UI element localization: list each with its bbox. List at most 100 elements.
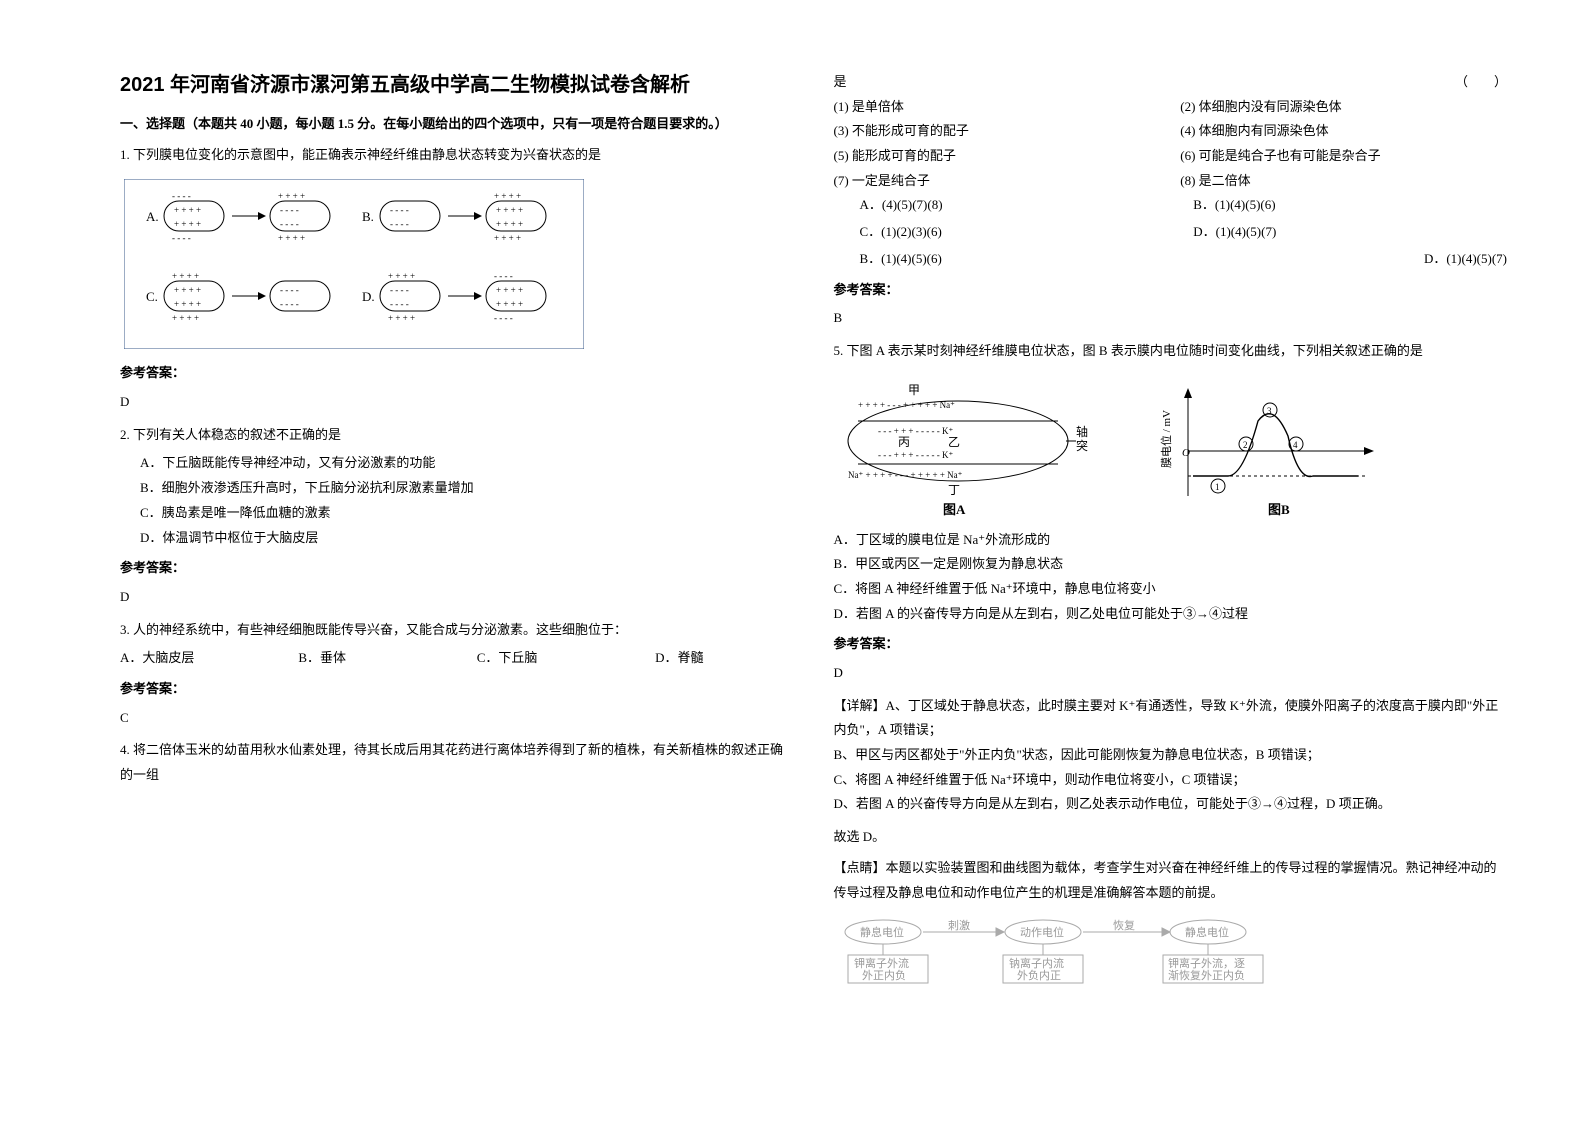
q5-text: 5. 下图 A 表示某时刻神经纤维膜电位状态，图 B 表示膜内电位随时间变化曲线…: [834, 339, 1508, 364]
svg-text:+ + + +: + + + +: [494, 191, 521, 201]
q5-explanation-5: 故选 D。: [834, 825, 1508, 850]
flow-rest1: 静息电位: [860, 925, 904, 939]
svg-text:+ + + +: + + + +: [278, 233, 305, 243]
q5-explanation-3: C、将图 A 神经纤维置于低 Na⁺环境中，则动作电位将变小，C 项错误；: [834, 768, 1508, 793]
left-column: 2021 年河南省济源市漯河第五高级中学高二生物模拟试卷含解析 一、选择题（本题…: [100, 70, 814, 1092]
q4-option-d2: D．(1)(4)(5)(7): [1193, 247, 1507, 272]
svg-text:- - - -: - - - -: [390, 285, 409, 295]
flow-na1b: 外负内正: [1017, 968, 1061, 982]
exam-title: 2021 年河南省济源市漯河第五高级中学高二生物模拟试卷含解析: [120, 70, 794, 100]
svg-text:- - - + + + - - - - - K⁺: - - - + + + - - - - - K⁺: [878, 426, 953, 436]
q4-stmt-4: (4) 体细胞内有同源染色体: [1180, 119, 1507, 144]
svg-text:+ + + +: + + + +: [496, 285, 523, 295]
svg-text:+ + + +: + + + +: [172, 271, 199, 281]
q4-option-b: B．(1)(4)(5)(6): [1193, 193, 1507, 218]
svg-text:+ + + +: + + + +: [278, 191, 305, 201]
flow-k2b: 渐恢复外正内负: [1168, 968, 1245, 982]
flow-stim: 刺激: [948, 918, 970, 932]
q5-explanation-4: D、若图 A 的兴奋传导方向是从左到右，则乙处表示动作电位，可能处于③→④过程，…: [834, 792, 1508, 817]
flow-rest2: 静息电位: [1185, 925, 1229, 939]
svg-text:+ + + +: + + + +: [172, 313, 199, 323]
svg-text:+ + + +: + + + +: [496, 205, 523, 215]
q4-stmt-5: (5) 能形成可育的配子: [834, 144, 1161, 169]
svg-text:+ + + +: + + + +: [388, 271, 415, 281]
q4-answer-label: 参考答案：: [834, 278, 1508, 303]
q3-option-a: A．大脑皮层: [120, 646, 258, 671]
q4-stmt-3: (3) 不能形成可育的配子: [834, 119, 1161, 144]
q2-option-d: D．体温调节中枢位于大脑皮层: [120, 526, 794, 551]
svg-text:B.: B.: [362, 209, 374, 224]
q5-option-a: A．丁区域的膜电位是 Na⁺外流形成的: [834, 528, 1508, 553]
flow-k2a: 钾离子外流，逐: [1168, 956, 1245, 970]
svg-text:2: 2: [1243, 440, 1248, 450]
flow-na1a: 钠离子内流: [1009, 956, 1064, 970]
q1-text: 1. 下列膜电位变化的示意图中，能正确表示神经纤维由静息状态转变为兴奋状态的是: [120, 143, 794, 168]
q4-lead: 是 （ ）: [834, 70, 1508, 95]
svg-text:3: 3: [1267, 406, 1272, 416]
q2-option-a: A．下丘脑既能传导神经冲动，又有分泌激素的功能: [120, 451, 794, 476]
flow-action: 动作电位: [1020, 925, 1064, 939]
q4-option-d: D．(1)(4)(5)(7): [1193, 220, 1507, 245]
svg-text:- - - -: - - - -: [280, 219, 299, 229]
q4-statements: (1) 是单倍体 (2) 体细胞内没有同源染色体 (3) 不能形成可育的配子 (…: [834, 95, 1508, 194]
svg-text:+ + + + - - - + + + + + Na⁺: + + + + - - - + + + + + Na⁺: [858, 400, 955, 410]
q4-option-b2: B．(1)(4)(5)(6): [860, 247, 1174, 272]
svg-text:D.: D.: [362, 289, 375, 304]
svg-text:- - - -: - - - -: [494, 313, 513, 323]
q4-option-c: C．(1)(2)(3)(6): [860, 220, 1174, 245]
q4-stmt-8: (8) 是二倍体: [1180, 169, 1507, 194]
flow-k1a: 钾离子外流: [854, 956, 909, 970]
q4-paren: （ ）: [1455, 70, 1507, 95]
svg-text:Na⁺ + + + + - - - + + + + +: Na⁺ + + + + - - - + + + + + Na⁺: [848, 470, 963, 480]
q2-option-c: C．胰岛素是唯一降低血糖的激素: [120, 501, 794, 526]
label-yi: 乙: [948, 435, 960, 449]
svg-text:- - - -: - - - -: [494, 271, 513, 281]
svg-text:- - - -: - - - -: [390, 219, 409, 229]
right-column: 是 （ ） (1) 是单倍体 (2) 体细胞内没有同源染色体 (3) 不能形成可…: [814, 70, 1528, 1092]
q5-option-d: D．若图 A 的兴奋传导方向是从左到右，则乙处电位可能处于③→④过程: [834, 602, 1508, 627]
q3-option-d: D．脊髓: [655, 646, 793, 671]
svg-text:- - - -: - - - -: [280, 299, 299, 309]
svg-text:+ + + +: + + + +: [494, 233, 521, 243]
q4-option-a: A．(4)(5)(7)(8): [860, 193, 1174, 218]
q2-text: 2. 下列有关人体稳态的叙述不正确的是: [120, 423, 794, 448]
svg-text:A.: A.: [146, 209, 159, 224]
q3-options: A．大脑皮层 B．垂体 C．下丘脑 D．脊髓: [120, 646, 794, 671]
q1-figure: A. - - - - + + + + + + + + - - - - + + +…: [120, 175, 794, 353]
section-1-heading: 一、选择题（本题共 40 小题，每小题 1.5 分。在每小题给出的四个选项中，只…: [120, 112, 794, 137]
y-axis-label: 膜电位 / mV: [1159, 409, 1173, 467]
q5-option-b: B．甲区或丙区一定是刚恢复为静息状态: [834, 552, 1508, 577]
label-ding: 丁: [948, 483, 960, 497]
q4-text: 4. 将二倍体玉米的幼苗用秋水仙素处理，待其长成后用其花药进行离体培养得到了新的…: [120, 738, 794, 787]
q4-options: A．(4)(5)(7)(8) B．(1)(4)(5)(6) C．(1)(2)(3…: [834, 193, 1508, 271]
q5-answer: D: [834, 661, 1508, 686]
q5-explanation-1: 【详解】A、丁区域处于静息状态，此时膜主要对 K⁺有通透性，导致 K⁺外流，使膜…: [834, 694, 1508, 743]
svg-text:+ + + +: + + + +: [388, 313, 415, 323]
fig-a-label: 图A: [943, 502, 966, 516]
q5-figure: 甲 + + + + - - - + + + + + Na⁺ - - - + + …: [834, 372, 1508, 520]
svg-text:4: 4: [1293, 440, 1298, 450]
svg-text:+ + + +: + + + +: [174, 219, 201, 229]
flow-k1b: 外正内负: [862, 968, 906, 982]
q5-option-c: C．将图 A 神经纤维置于低 Na⁺环境中，静息电位将变小: [834, 577, 1508, 602]
svg-text:+ + + +: + + + +: [174, 205, 201, 215]
label-bing: 丙: [898, 435, 910, 449]
svg-text:- - - -: - - - -: [280, 205, 299, 215]
q3-option-b: B．垂体: [298, 646, 436, 671]
fig-b-label: 图B: [1268, 502, 1290, 516]
q2-answer-label: 参考答案：: [120, 556, 794, 581]
svg-text:- - - -: - - - -: [390, 205, 409, 215]
q5-explanation-2: B、甲区与丙区都处于"外正内负"状态，因此可能刚恢复为静息电位状态，B 项错误；: [834, 743, 1508, 768]
q1-answer: D: [120, 390, 794, 415]
q4-stmt-2: (2) 体细胞内没有同源染色体: [1180, 95, 1507, 120]
q4-stmt-6: (6) 可能是纯合子也有可能是杂合子: [1180, 144, 1507, 169]
svg-text:- - - -: - - - -: [280, 285, 299, 295]
svg-text:- - - -: - - - -: [172, 191, 191, 201]
q1-answer-label: 参考答案：: [120, 361, 794, 386]
q4-stmt-1: (1) 是单倍体: [834, 95, 1161, 120]
svg-text:C.: C.: [146, 289, 158, 304]
svg-text:+ + + +: + + + +: [174, 299, 201, 309]
q4-stmt-7: (7) 一定是纯合子: [834, 169, 1161, 194]
svg-text:- - - -: - - - -: [390, 299, 409, 309]
svg-text:突: 突: [1076, 438, 1088, 453]
